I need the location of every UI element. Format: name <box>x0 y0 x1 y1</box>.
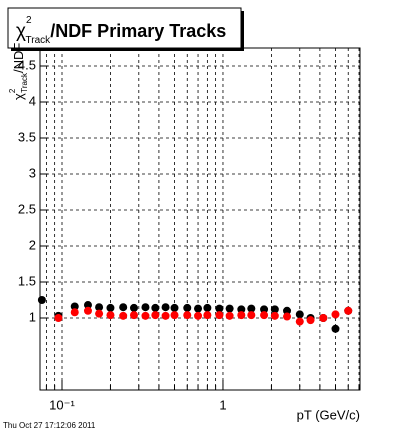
point <box>270 305 279 314</box>
point <box>161 311 170 320</box>
chart-title: χ2 Track/NDF Primary Tracks <box>16 15 226 46</box>
point <box>331 310 340 319</box>
point <box>151 303 160 312</box>
point <box>225 311 234 320</box>
point <box>283 306 292 315</box>
point <box>215 311 224 320</box>
point <box>83 301 92 310</box>
y-tick-label: 2 <box>29 237 36 252</box>
point <box>183 303 192 312</box>
point <box>70 308 79 317</box>
y-tick-label: 2.5 <box>18 201 36 216</box>
point <box>54 314 63 322</box>
y-tick-label: 1 <box>29 309 36 324</box>
point <box>319 314 328 322</box>
point <box>141 311 150 320</box>
point <box>37 296 46 304</box>
y-tick-label: 4 <box>29 93 36 108</box>
point <box>70 302 79 311</box>
point <box>194 311 203 320</box>
point <box>83 306 92 315</box>
point <box>247 311 256 320</box>
x-axis-label: pT (GeV/c) <box>297 407 360 422</box>
point <box>119 311 128 320</box>
point <box>129 303 138 312</box>
point <box>247 304 256 313</box>
point <box>194 304 203 313</box>
point <box>203 303 212 312</box>
point <box>106 303 115 312</box>
y-tick-label: 3 <box>29 165 36 180</box>
point <box>331 324 340 333</box>
point <box>151 311 160 320</box>
point <box>119 303 128 312</box>
point <box>95 303 104 312</box>
point <box>170 311 179 320</box>
point <box>106 311 115 320</box>
point <box>260 311 269 320</box>
point <box>95 309 104 318</box>
point <box>306 316 315 325</box>
x-tick-label: 1 <box>219 397 226 412</box>
point <box>283 312 292 321</box>
point <box>170 303 179 312</box>
title-box <box>7 7 242 49</box>
point <box>183 311 192 320</box>
point <box>237 305 246 314</box>
point <box>225 304 234 313</box>
point <box>344 306 353 315</box>
x-tick-label: 10⁻¹ <box>49 397 75 412</box>
frame <box>39 47 361 391</box>
point <box>129 311 138 320</box>
y-tick-label: 1.5 <box>18 273 36 288</box>
point <box>141 303 150 312</box>
point <box>203 311 212 320</box>
timestamp: Thu Oct 27 17:12:06 2011 <box>3 421 96 430</box>
point <box>237 311 246 320</box>
point <box>260 305 269 314</box>
point <box>295 310 304 319</box>
point <box>215 304 224 313</box>
y-axis-label: χ2 Track/NDF <box>8 43 29 100</box>
y-tick-label: 3.5 <box>18 129 36 144</box>
point <box>270 311 279 320</box>
point <box>295 317 304 326</box>
y-tick-label: 4.5 <box>18 57 36 72</box>
point <box>161 303 170 312</box>
